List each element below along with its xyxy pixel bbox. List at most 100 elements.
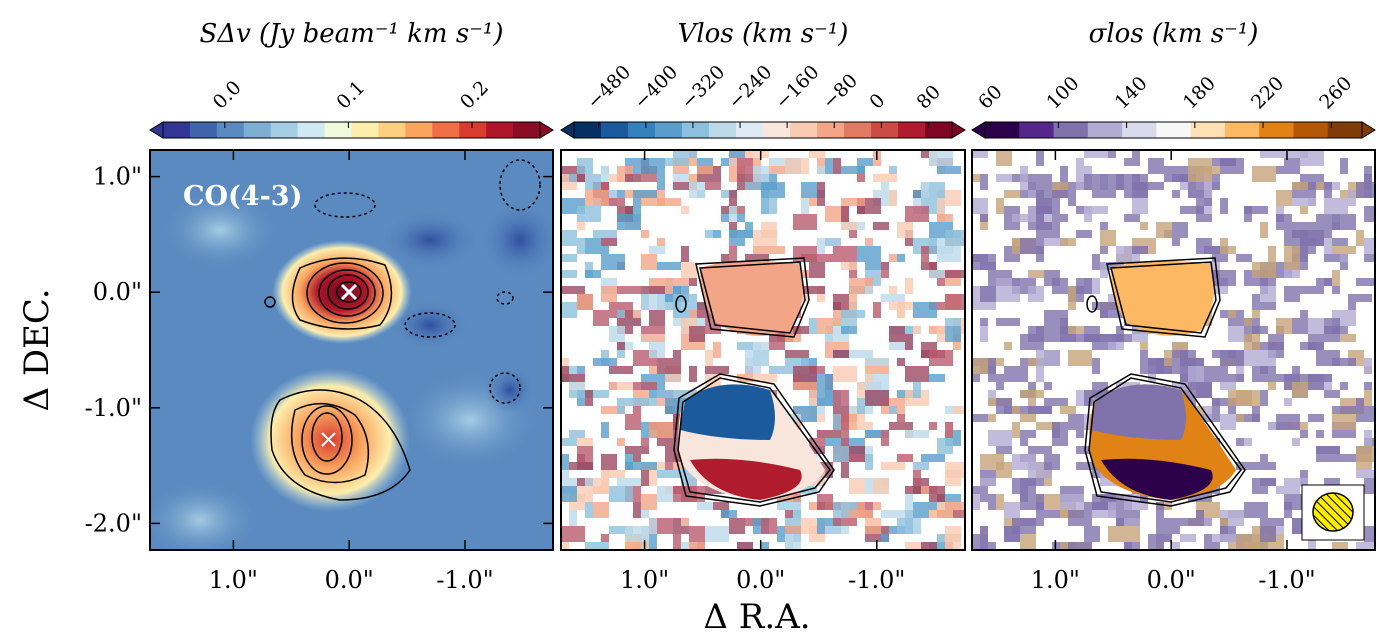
pixel xyxy=(881,294,905,302)
source-fill xyxy=(680,384,775,440)
pixel xyxy=(761,182,785,198)
pixel xyxy=(1316,182,1324,190)
pixel xyxy=(841,262,857,270)
pixel xyxy=(1340,254,1348,262)
pixel xyxy=(809,198,817,206)
colorbar-segment xyxy=(1053,122,1089,138)
pixel xyxy=(972,486,988,494)
pixel xyxy=(633,406,641,414)
pixel xyxy=(1036,422,1060,430)
pixel xyxy=(593,358,617,366)
source-fill xyxy=(700,260,804,336)
pixel xyxy=(1028,270,1044,278)
pixel xyxy=(1012,478,1036,494)
pixel xyxy=(937,438,953,454)
pixel xyxy=(1276,374,1292,382)
colorbar-segment xyxy=(1224,122,1260,138)
pixel xyxy=(865,430,881,438)
pixel xyxy=(1004,190,1020,198)
pixel xyxy=(1060,406,1076,414)
pixel xyxy=(1020,534,1036,550)
pixel xyxy=(1276,206,1284,214)
pixel xyxy=(761,198,777,214)
pixel xyxy=(841,222,857,230)
pixel xyxy=(1132,246,1148,254)
pixel xyxy=(905,494,913,510)
dispersion-map xyxy=(972,150,1375,550)
pixel xyxy=(865,454,873,470)
pixel xyxy=(641,286,665,294)
pixel xyxy=(1108,150,1116,158)
pixel xyxy=(1300,230,1324,246)
pixel xyxy=(1108,334,1124,342)
pixel xyxy=(972,174,980,182)
pixel xyxy=(1092,254,1100,270)
pixel xyxy=(1252,310,1260,318)
pixel xyxy=(996,494,1004,510)
pixel xyxy=(809,526,817,534)
pixel xyxy=(1324,326,1340,342)
pixel xyxy=(1180,390,1188,398)
pixel xyxy=(681,246,689,262)
pixel xyxy=(945,270,965,278)
pixel xyxy=(841,166,865,174)
pixel xyxy=(601,286,617,302)
pixel xyxy=(1284,510,1292,518)
pixel xyxy=(569,174,577,182)
pixel xyxy=(1028,446,1052,454)
pixel xyxy=(561,438,577,446)
pixel xyxy=(729,150,745,158)
pixel xyxy=(713,342,721,358)
pixel xyxy=(1028,382,1036,390)
pixel xyxy=(1004,366,1028,382)
pixel xyxy=(881,430,889,446)
pixel xyxy=(1316,430,1324,438)
pixel xyxy=(793,366,817,382)
pixel xyxy=(980,214,988,222)
pixel xyxy=(1252,166,1276,182)
colorbar-extend xyxy=(951,121,966,139)
pixel xyxy=(1340,214,1356,230)
pixel xyxy=(1332,286,1340,294)
pixel xyxy=(1068,302,1076,310)
pixel xyxy=(1220,382,1236,390)
pixel xyxy=(1068,542,1076,550)
pixel xyxy=(953,406,965,414)
pixel xyxy=(1292,366,1300,382)
pixel xyxy=(729,246,737,262)
pixel xyxy=(929,270,945,278)
pixel xyxy=(980,526,988,542)
colorbar-tick-label: 100 xyxy=(1042,72,1083,113)
pixel xyxy=(1252,326,1268,334)
colorbar-tick-label: 80 xyxy=(912,81,945,114)
pixel xyxy=(1004,342,1012,350)
contour xyxy=(1110,261,1217,334)
pixel xyxy=(705,526,729,542)
colorbar-segment xyxy=(163,122,191,138)
pixel xyxy=(1228,326,1244,342)
pixel xyxy=(945,230,965,246)
pixel xyxy=(1084,174,1100,190)
pixel xyxy=(1276,214,1292,230)
pixel xyxy=(1356,278,1375,286)
pixel xyxy=(1228,510,1244,518)
colorbar-segment xyxy=(216,122,245,138)
pixel xyxy=(980,326,988,342)
colorbar-segment xyxy=(682,122,710,138)
pixel xyxy=(937,214,953,222)
pixel xyxy=(841,462,849,478)
pixel xyxy=(1188,174,1212,182)
pixel xyxy=(785,158,809,174)
pixel xyxy=(753,246,761,254)
pixel xyxy=(913,470,921,486)
pixel xyxy=(673,310,697,318)
pixel xyxy=(1324,198,1348,214)
pixel xyxy=(561,470,569,478)
pixel xyxy=(1068,326,1084,334)
pixel xyxy=(929,510,953,518)
pixel xyxy=(1132,198,1148,214)
pixel xyxy=(633,382,657,390)
pixel xyxy=(673,278,689,286)
pixel xyxy=(1116,526,1140,542)
